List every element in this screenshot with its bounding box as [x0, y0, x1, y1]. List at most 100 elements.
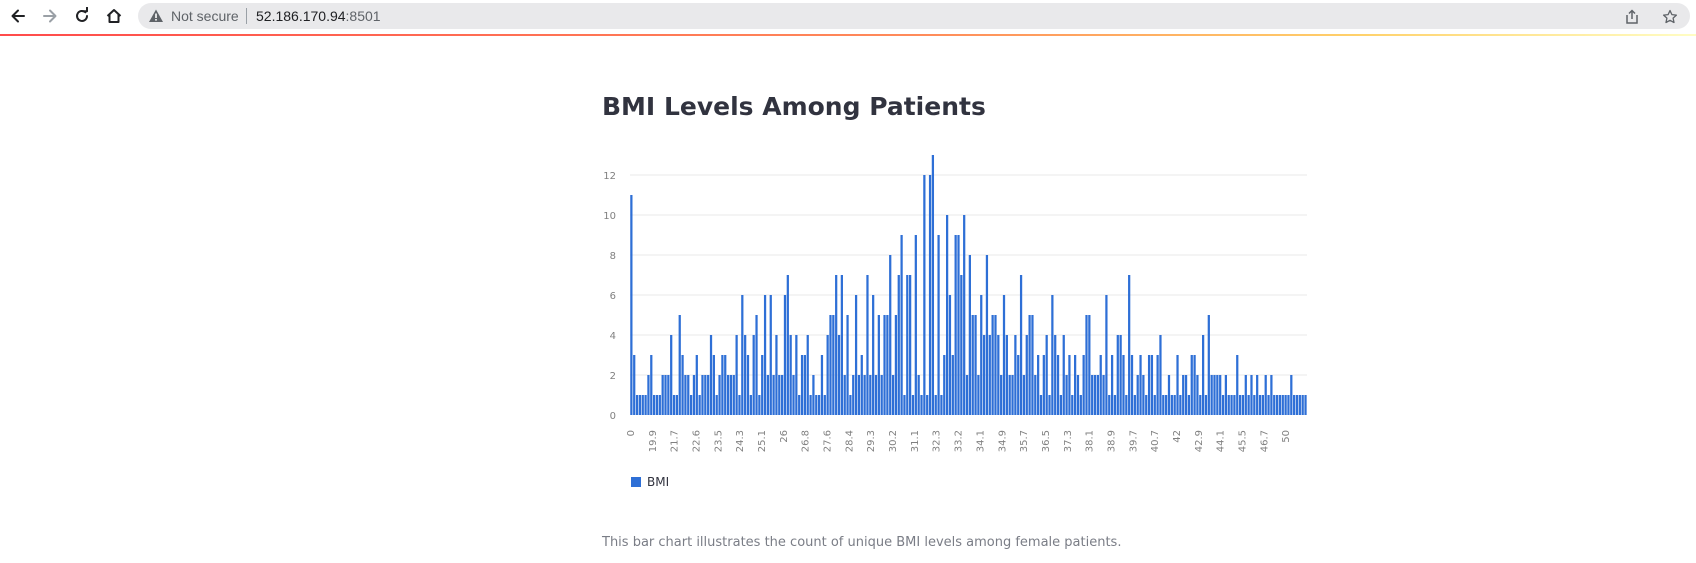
bar[interactable]	[928, 175, 932, 415]
bar[interactable]	[1179, 395, 1182, 415]
bar[interactable]	[758, 395, 761, 415]
bar[interactable]	[1116, 335, 1119, 415]
bar[interactable]	[1162, 395, 1165, 415]
bar[interactable]	[1267, 395, 1270, 415]
bar[interactable]	[1048, 395, 1051, 415]
bar[interactable]	[687, 375, 690, 415]
bar[interactable]	[721, 355, 724, 415]
address-bar[interactable]: Not secure 52.186.170.94:8501	[138, 3, 1690, 29]
bar[interactable]	[1096, 375, 1099, 415]
bar[interactable]	[638, 395, 642, 415]
bar[interactable]	[809, 395, 812, 415]
bar[interactable]	[1301, 395, 1304, 415]
bar[interactable]	[1290, 375, 1293, 415]
bar[interactable]	[1199, 395, 1202, 415]
bar[interactable]	[1147, 355, 1151, 415]
bar[interactable]	[869, 375, 872, 415]
bar[interactable]	[926, 395, 929, 415]
bar[interactable]	[641, 395, 644, 415]
bar[interactable]	[1002, 295, 1006, 415]
bar[interactable]	[1210, 375, 1213, 415]
bar[interactable]	[866, 275, 869, 415]
bar[interactable]	[1159, 335, 1162, 415]
bar[interactable]	[1017, 355, 1020, 415]
bar[interactable]	[633, 355, 636, 415]
bar[interactable]	[923, 175, 926, 415]
bar[interactable]	[692, 375, 696, 415]
bar[interactable]	[1128, 275, 1131, 415]
bar[interactable]	[971, 315, 974, 415]
bar[interactable]	[1093, 375, 1097, 415]
bar[interactable]	[880, 375, 883, 415]
bar[interactable]	[1273, 395, 1276, 415]
bar[interactable]	[1085, 315, 1088, 415]
bar[interactable]	[835, 275, 838, 415]
bar[interactable]	[684, 375, 687, 415]
bar[interactable]	[675, 395, 679, 415]
bar[interactable]	[874, 375, 878, 415]
bar[interactable]	[1278, 395, 1282, 415]
bar[interactable]	[1091, 375, 1094, 415]
bar[interactable]	[1284, 395, 1287, 415]
bar[interactable]	[795, 335, 798, 415]
bar[interactable]	[852, 375, 855, 415]
bar[interactable]	[1119, 335, 1122, 415]
bar[interactable]	[792, 375, 795, 415]
bar[interactable]	[769, 295, 772, 415]
home-icon[interactable]	[102, 4, 126, 28]
bar[interactable]	[883, 315, 886, 415]
bar[interactable]	[1034, 375, 1037, 415]
bar[interactable]	[749, 395, 752, 415]
bar[interactable]	[1182, 375, 1185, 415]
bar[interactable]	[1193, 355, 1196, 415]
bar[interactable]	[897, 275, 900, 415]
bar[interactable]	[1253, 395, 1256, 415]
bar[interactable]	[1088, 315, 1091, 415]
bar[interactable]	[635, 395, 639, 415]
bar[interactable]	[934, 395, 937, 415]
bar[interactable]	[911, 395, 915, 415]
bar[interactable]	[1056, 355, 1060, 415]
bar[interactable]	[1133, 395, 1136, 415]
bar[interactable]	[1079, 395, 1082, 415]
bar[interactable]	[664, 375, 667, 415]
bar[interactable]	[1045, 335, 1048, 415]
security-label[interactable]: Not secure	[171, 8, 239, 24]
bar[interactable]	[860, 355, 863, 415]
bar[interactable]	[724, 355, 727, 415]
bar[interactable]	[630, 195, 633, 415]
bar[interactable]	[837, 335, 841, 415]
bar[interactable]	[1238, 395, 1242, 415]
bar[interactable]	[982, 335, 986, 415]
bar[interactable]	[1196, 375, 1199, 415]
bar[interactable]	[1173, 395, 1176, 415]
bar[interactable]	[1082, 355, 1085, 415]
bar[interactable]	[854, 295, 858, 415]
bar[interactable]	[1019, 275, 1023, 415]
bar[interactable]	[1099, 355, 1102, 415]
bar[interactable]	[906, 275, 909, 415]
bar[interactable]	[991, 315, 994, 415]
bar[interactable]	[1221, 395, 1225, 415]
bar[interactable]	[889, 255, 892, 415]
bar[interactable]	[1264, 375, 1267, 415]
bar[interactable]	[1293, 395, 1296, 415]
bar[interactable]	[826, 335, 829, 415]
bar[interactable]	[778, 375, 781, 415]
bar[interactable]	[670, 335, 673, 415]
bar[interactable]	[1142, 375, 1145, 415]
bar[interactable]	[937, 235, 940, 415]
bar[interactable]	[1281, 395, 1284, 415]
bar[interactable]	[775, 335, 778, 415]
bar[interactable]	[1156, 355, 1159, 415]
bar[interactable]	[1187, 395, 1191, 415]
bar[interactable]	[980, 295, 983, 415]
bar[interactable]	[1065, 375, 1068, 415]
bar[interactable]	[829, 315, 832, 415]
bar[interactable]	[1204, 395, 1208, 415]
bar[interactable]	[877, 315, 880, 415]
bar[interactable]	[1184, 375, 1188, 415]
bar[interactable]	[1136, 375, 1139, 415]
bar[interactable]	[1250, 375, 1253, 415]
bar[interactable]	[815, 395, 818, 415]
